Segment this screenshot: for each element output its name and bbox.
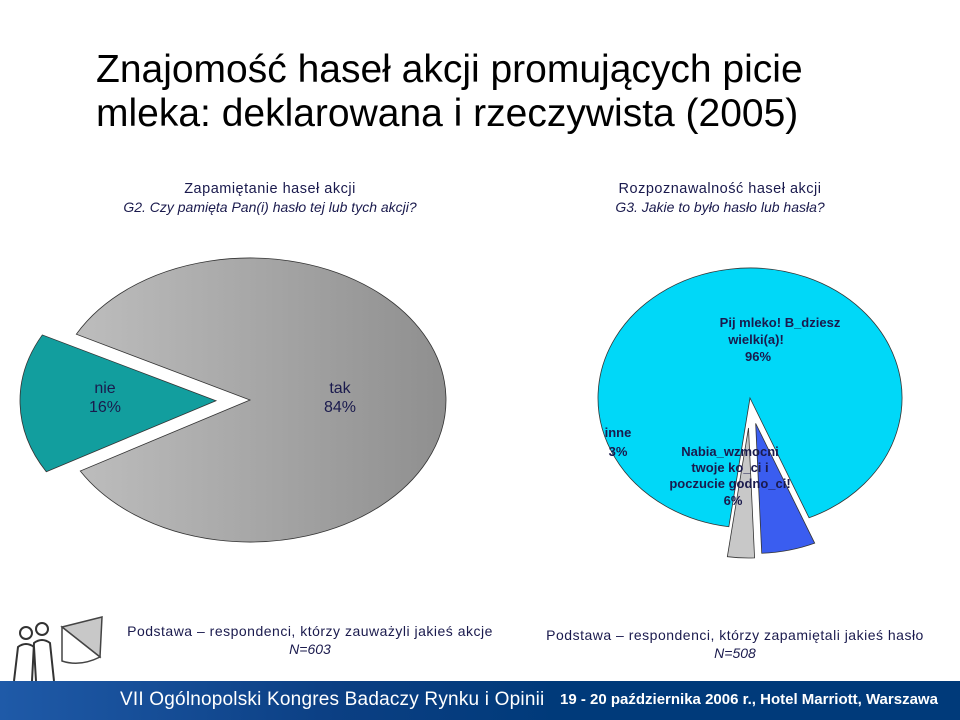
right-chart-label: Rozpoznawalność haseł akcji xyxy=(618,181,822,197)
slice-label-inne: inne xyxy=(605,425,632,440)
slice-label-tak: tak xyxy=(329,380,351,397)
footer-bar: VII Ogólnopolski Kongres Badaczy Rynku i… xyxy=(0,681,960,720)
left-chart-label: Zapamiętanie haseł akcji xyxy=(184,181,356,197)
pie-slice-inne xyxy=(726,427,755,559)
congress-logo-icon xyxy=(13,616,103,682)
slice-value-tak: 84% xyxy=(324,399,356,416)
pie-slice-nabial xyxy=(755,423,816,554)
slice-value-nie: 16% xyxy=(89,399,121,416)
left-base-text: Podstawa – respondenci, którzy zauważyli… xyxy=(127,623,493,639)
footer-congress-name: VII Ogólnopolski Kongres Badaczy Rynku i… xyxy=(120,689,545,710)
left-chart-base: Podstawa – respondenci, którzy zauważyli… xyxy=(115,622,505,658)
right-chart-base: Podstawa – respondenci, którzy zapamięta… xyxy=(540,626,930,662)
slice-value-pij-mleko: 96% xyxy=(745,349,771,364)
footer-gradient xyxy=(0,681,560,720)
title-line-1: Znajomość haseł akcji promujących picie xyxy=(96,48,803,91)
right-chart-heading: Rozpoznawalność haseł akcji G3. Jakie to… xyxy=(520,180,920,216)
slice-value-nabial: 6% xyxy=(724,493,743,508)
pie-slice-nie xyxy=(19,334,218,473)
pie-charts: nie 16% tak 84% Pij mleko! B_dziesz wiel… xyxy=(19,257,903,559)
slice-label-pij-mleko-2: wielki(a)! xyxy=(727,332,784,347)
slice-label-nie: nie xyxy=(94,380,115,397)
slice-value-inne: 3% xyxy=(609,444,628,459)
right-base-text: Podstawa – respondenci, którzy zapamięta… xyxy=(546,627,924,643)
slice-label-nabial-3: poczucie godno_ci! xyxy=(669,476,790,491)
slice-label-nabial-1: Nabia_wzmocni xyxy=(681,444,779,459)
title-line-2: mleka: deklarowana i rzeczywista (2005) xyxy=(96,92,799,135)
footer-date-venue: 19 - 20 października 2006 r., Hotel Marr… xyxy=(560,691,938,708)
left-chart-heading: Zapamiętanie haseł akcji G2. Czy pamięta… xyxy=(70,180,470,216)
right-pie xyxy=(597,267,903,559)
right-chart-question: G3. Jakie to było hasło lub hasła? xyxy=(615,199,825,215)
pie-slice-tak xyxy=(75,257,447,543)
slice-label-nabial-2: twoje ko_ci i xyxy=(691,460,768,475)
left-pie xyxy=(19,257,447,543)
slice-label-pij-mleko-1: Pij mleko! B_dziesz xyxy=(720,315,841,330)
right-base-n: N=508 xyxy=(714,645,756,661)
pie-slice-pij-mleko xyxy=(597,267,903,528)
page-title: Znajomość haseł akcji promujących picie … xyxy=(96,48,916,136)
left-base-n: N=603 xyxy=(289,641,331,657)
left-chart-question: G2. Czy pamięta Pan(i) hasło tej lub tyc… xyxy=(123,199,417,215)
